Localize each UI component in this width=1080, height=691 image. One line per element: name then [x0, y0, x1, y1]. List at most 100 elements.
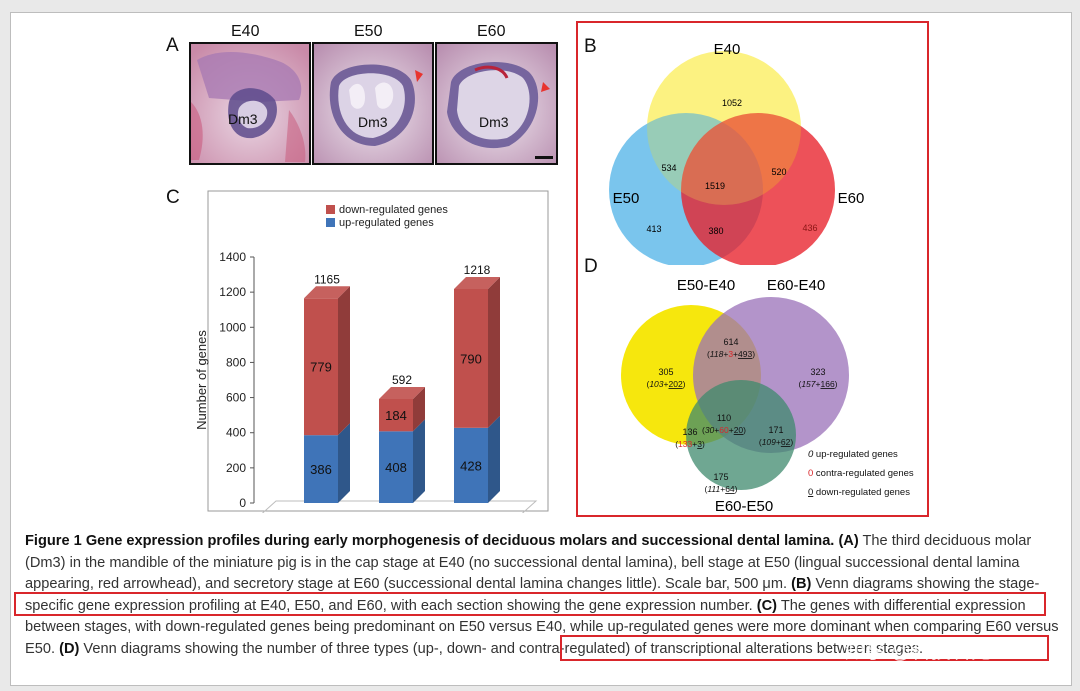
bar-value-label: 408	[385, 460, 407, 475]
histology-e50	[312, 42, 434, 165]
legend-swatch	[326, 205, 335, 214]
bar-segment	[304, 298, 338, 436]
venn-diagram-d: E50-E40 E60-E40 E60-E50 305 (103+202) 323 (…	[621, 277, 914, 511]
venn-d-region-breakdown: (157+166)	[798, 379, 837, 389]
venn-panels-highlight-box	[576, 21, 929, 517]
caption-c-text: The genes with differential expression b…	[25, 597, 1059, 657]
bar-total-label: 1165	[314, 272, 340, 286]
y-tick-label: 1400	[219, 250, 246, 264]
figure-page: A E40 E50 E60	[10, 12, 1072, 686]
venn-d-legend-item: 0 up-regulated genes	[808, 449, 898, 460]
figure-caption: Figure 1 Gene expression profiles during…	[25, 531, 1065, 660]
histology-e60	[435, 42, 558, 165]
y-axis-label: Number of genes	[194, 330, 209, 430]
bar-top	[454, 276, 500, 289]
venn-d-set-e60-e40: E60-E40	[767, 277, 825, 294]
bar-segment-side	[488, 415, 500, 503]
bar-top	[304, 286, 350, 299]
y-tick-label: 0	[239, 496, 246, 510]
venn-d-set-e60-e50: E60-E50	[715, 498, 773, 511]
panel-a-label-e60: Dm3	[479, 114, 509, 130]
bar-value-label: 428	[460, 458, 482, 473]
bar-segment-side	[413, 386, 425, 432]
bar-value-label: 790	[460, 351, 482, 366]
y-tick-label: 1200	[219, 285, 246, 299]
venn-d-circle-e60-e50	[686, 380, 796, 490]
bar-total-label: 1218	[464, 263, 491, 277]
venn-b-e40-only: 1052	[722, 98, 742, 108]
caption-d-tag: (D)	[59, 640, 80, 657]
venn-d-region-breakdown: (133+3)	[675, 439, 705, 449]
venn-d-region-total: 175	[713, 472, 728, 482]
venn-d-region-total: 171	[768, 425, 783, 435]
bar-segment-side	[413, 419, 425, 503]
venn-b-set-e50: E50	[613, 190, 640, 207]
venn-d-region-breakdown: (109+62)	[759, 437, 793, 447]
panel-a-stage-e40: E40	[231, 23, 260, 40]
caption-b-highlight-box	[14, 592, 1046, 616]
legend-label: up-regulated genes	[339, 217, 434, 229]
caption-b-text: Venn diagrams showing the stage-specific…	[25, 576, 1040, 614]
panel-c-letter: C	[166, 187, 180, 208]
y-tick-label: 600	[226, 391, 246, 405]
venn-d-legend-item: 0 contra-regulated genes	[808, 468, 914, 479]
bar-segment	[304, 435, 338, 503]
venn-b-e50-only: 413	[646, 224, 661, 234]
venn-d-region-total: 323	[810, 367, 825, 377]
venn-d-region-breakdown: (103+202)	[646, 379, 685, 389]
chart-floor	[261, 500, 538, 513]
venn-d-region-total: 110	[717, 413, 731, 423]
legend-label: down-regulated genes	[339, 204, 448, 216]
y-tick-label: 400	[226, 426, 246, 440]
venn-d-region-total: 614	[723, 337, 738, 347]
venn-d-region-breakdown: (118+3+493)	[707, 349, 755, 359]
venn-b-e60-only: 436	[802, 223, 817, 233]
caption-b-tag: (B)	[791, 576, 812, 592]
venn-diagram-b: E40 E50 E60 1052 534 520 1519 413 380 43…	[609, 41, 865, 265]
bar-segment	[379, 398, 413, 432]
caption-c-tag: (C)	[756, 597, 778, 614]
stacked-bar-chart: 0 200 400 600 800 1000 1200 1400 Number of genes…	[194, 190, 549, 513]
caption-d-text: Venn diagrams showing the number of thre…	[83, 640, 924, 657]
venn-d-region-breakdown: (30+60+20)	[702, 425, 746, 435]
bar-total-label: 592	[392, 373, 412, 387]
bar-segment	[379, 431, 413, 503]
panel-a-stage-e50: E50	[354, 23, 383, 40]
caption-a-tag: (A)	[838, 533, 859, 549]
histology-image-strip	[189, 42, 558, 165]
y-tick-label: 800	[226, 355, 246, 369]
bar-segment	[454, 427, 488, 503]
bar-value-label: 184	[385, 408, 407, 423]
caption-title: Figure 1 Gene expression profiles during…	[25, 533, 835, 549]
venn-b-e40-e50: 534	[661, 163, 676, 173]
histology-e40	[189, 42, 311, 165]
bar-segment-side	[338, 423, 350, 503]
bar-segment-side	[488, 276, 500, 428]
venn-d-region-total: 305	[658, 367, 673, 377]
panel-a-letter: A	[166, 35, 179, 56]
panel-a-label-e40: Dm3	[228, 111, 258, 127]
panel-a-stage-e60: E60	[477, 23, 506, 40]
venn-d-region-total: 136	[682, 427, 697, 437]
bar-segment	[454, 288, 488, 428]
bar-top	[379, 386, 425, 399]
venn-b-all: 1519	[705, 181, 725, 191]
venn-d-region-breakdown: (111+64)	[704, 484, 737, 494]
venn-b-set-e40: E40	[714, 41, 741, 58]
watermark: 知乎 @科技名苑	[845, 641, 991, 663]
venn-d-legend-item: 0 down-regulated genes	[808, 487, 910, 498]
bar-value-label: 779	[310, 360, 332, 375]
panel-d-letter: D	[584, 256, 598, 277]
panel-a-label-e50: Dm3	[358, 114, 388, 130]
panel-b-letter: B	[584, 36, 597, 57]
bar-value-label: 386	[310, 462, 332, 477]
caption-a-text: The third deciduous molar (Dm3) in the m…	[25, 533, 1032, 592]
venn-b-set-e60: E60	[838, 190, 865, 207]
bar-segment-side	[338, 286, 350, 436]
y-tick-label: 1000	[219, 320, 246, 334]
y-tick-label: 200	[226, 461, 246, 475]
venn-d-set-e50-e40: E50-E40	[677, 277, 735, 294]
venn-b-e40-e60: 520	[771, 167, 786, 177]
legend-swatch	[326, 218, 335, 227]
caption-d-highlight-box	[560, 635, 1049, 661]
